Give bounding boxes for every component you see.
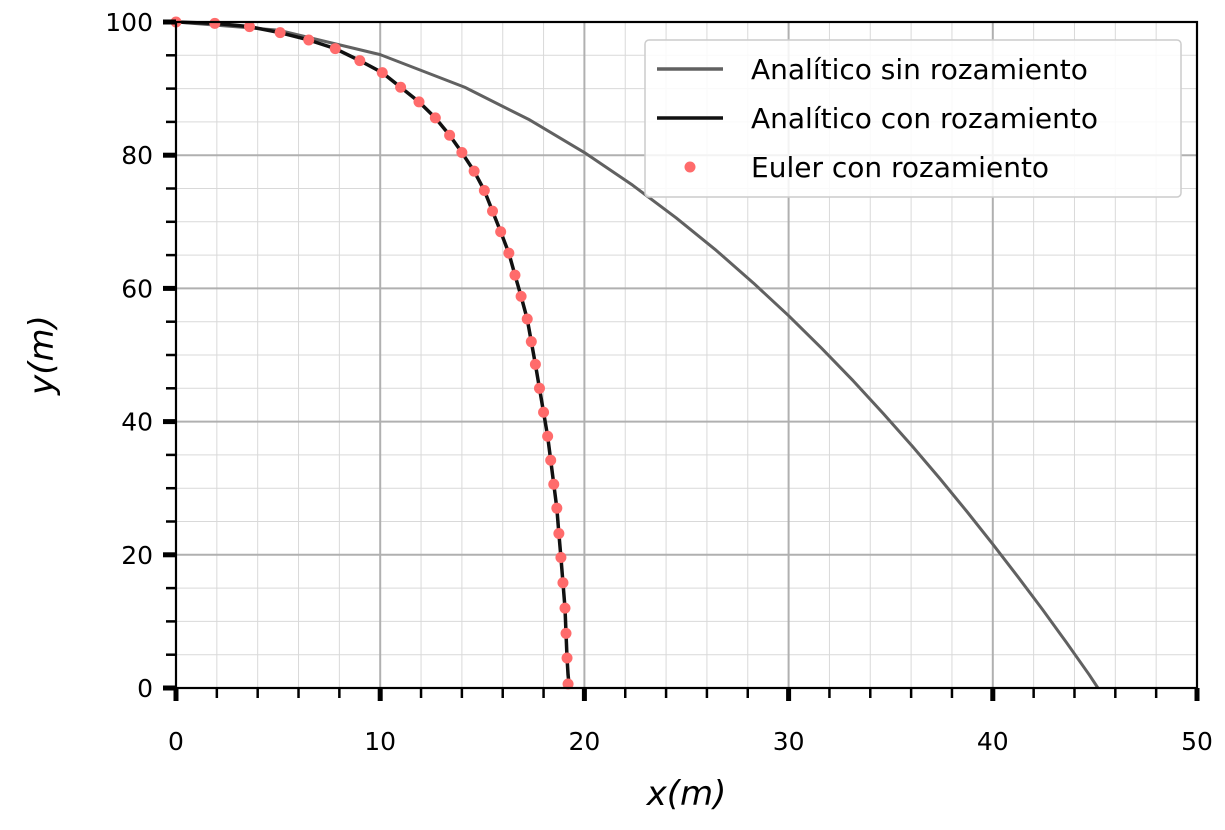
euler-point — [495, 226, 507, 238]
y-tick-label: 20 — [121, 541, 153, 570]
euler-point — [395, 81, 407, 93]
x-tick-label: 40 — [977, 727, 1009, 756]
euler-point — [542, 430, 554, 442]
euler-point — [533, 382, 545, 394]
euler-point — [244, 21, 256, 33]
euler-point — [545, 454, 557, 466]
series-line-0 — [175, 20, 1100, 689]
x-axis-label: x(m) — [646, 774, 727, 814]
euler-point — [562, 678, 574, 690]
series-layer — [170, 16, 1100, 690]
x-tick-label: 0 — [168, 727, 184, 756]
y-tick-label: 40 — [121, 408, 153, 437]
euler-point — [444, 129, 456, 141]
euler-point — [557, 577, 569, 589]
x-tick-label: 10 — [364, 727, 396, 756]
euler-point — [529, 358, 541, 370]
x-tick-label: 20 — [568, 727, 600, 756]
euler-point — [555, 551, 567, 563]
euler-point — [468, 165, 480, 177]
euler-point — [274, 27, 286, 39]
y-tick-label: 80 — [121, 141, 153, 170]
euler-point — [329, 43, 341, 55]
axis-ticks — [163, 19, 1200, 701]
euler-point — [376, 67, 388, 79]
euler-point — [561, 652, 573, 664]
euler-point — [551, 502, 563, 514]
euler-point — [525, 336, 537, 348]
x-tick-label: 30 — [773, 727, 805, 756]
legend-swatch-euler — [684, 161, 696, 173]
x-tick-label: 50 — [1181, 727, 1213, 756]
euler-point — [413, 96, 425, 108]
legend-label-euler: Euler con rozamiento — [751, 151, 1049, 184]
euler-point — [478, 184, 490, 196]
euler-point — [509, 269, 521, 281]
euler-point — [559, 602, 571, 614]
euler-point — [515, 290, 527, 302]
legend-box — [644, 39, 1182, 198]
euler-point — [521, 313, 533, 325]
euler-point — [560, 627, 572, 639]
euler-point — [303, 34, 315, 46]
euler-point — [209, 17, 221, 29]
y-tick-label: 100 — [105, 8, 153, 37]
euler-point — [538, 406, 550, 418]
euler-point — [548, 478, 560, 490]
legend-label-con-rozamiento: Analítico con rozamiento — [751, 102, 1098, 135]
legend: Analítico sin rozamiento Analítico con r… — [644, 39, 1182, 198]
euler-point — [553, 527, 565, 539]
euler-point — [503, 247, 515, 259]
euler-point — [429, 112, 441, 124]
y-axis-label: y(m) — [22, 315, 62, 396]
euler-point — [487, 205, 499, 217]
y-tick-label: 0 — [137, 674, 153, 703]
y-tick-label: 60 — [121, 274, 153, 303]
legend-label-sin-rozamiento: Analítico sin rozamiento — [751, 53, 1088, 86]
tick-labels: 0 10 20 30 40 50 0 20 40 60 80 100 — [105, 8, 1213, 756]
euler-point — [354, 55, 366, 67]
euler-point — [456, 147, 468, 159]
